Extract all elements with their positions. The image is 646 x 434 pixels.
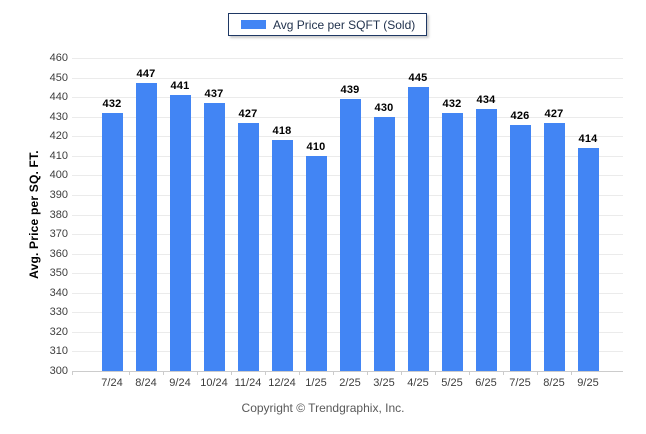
x-axis-tick [401, 371, 402, 375]
x-tick-label: 7/24 [101, 377, 123, 389]
bar-value-label: 441 [170, 80, 190, 92]
x-tick-label: 11/24 [234, 377, 262, 389]
y-tick-label: 400 [49, 169, 68, 181]
y-tick-label: 340 [49, 287, 68, 299]
bar-value-label: 427 [238, 108, 258, 120]
y-tick-label: 410 [49, 150, 68, 162]
legend-series-label: Avg Price per SQFT (Sold) [273, 17, 416, 32]
bar-9/25[interactable] [578, 148, 599, 371]
bar-3/25[interactable] [374, 117, 395, 371]
bar-value-label: 432 [102, 98, 122, 110]
bar-6/25[interactable] [476, 109, 497, 371]
x-tick-label: 1/25 [305, 377, 327, 389]
bar-7/25[interactable] [510, 125, 531, 371]
x-tick-label: 7/25 [509, 377, 531, 389]
y-tick-label: 390 [49, 189, 68, 201]
x-axis-tick [503, 371, 504, 375]
x-axis-tick [333, 371, 334, 375]
bar-value-label: 414 [578, 133, 598, 145]
bar-8/24[interactable] [136, 83, 157, 371]
x-axis-tick [299, 371, 300, 375]
y-tick-label: 460 [49, 52, 68, 64]
y-tick-label: 300 [49, 365, 68, 377]
y-tick-label: 440 [49, 91, 68, 103]
x-axis-tick [197, 371, 198, 375]
y-gridline [72, 78, 623, 79]
y-gridline [72, 58, 623, 59]
bar-4/25[interactable] [408, 87, 429, 371]
x-axis-tick [265, 371, 266, 375]
bar-value-label: 447 [136, 68, 156, 80]
y-tick-label: 430 [49, 111, 68, 123]
x-tick-label: 10/24 [200, 377, 228, 389]
bar-value-label: 427 [544, 108, 564, 120]
x-axis-tick [129, 371, 130, 375]
bar-value-label: 410 [306, 141, 326, 153]
legend: Avg Price per SQFT (Sold) [228, 13, 428, 36]
y-tick-label: 380 [49, 209, 68, 221]
y-axis-title: Avg. Price per SQ. FT. [27, 150, 41, 279]
x-axis-tick [367, 371, 368, 375]
x-tick-label: 8/25 [543, 377, 565, 389]
bar-value-label: 434 [476, 94, 496, 106]
x-tick-label: 4/25 [407, 377, 429, 389]
x-axis-tick [435, 371, 436, 375]
x-axis-tick [231, 371, 232, 375]
x-tick-label: 6/25 [475, 377, 497, 389]
x-axis-tick [72, 371, 73, 375]
bar-5/25[interactable] [442, 113, 463, 371]
bar-value-label: 437 [204, 88, 224, 100]
y-tick-label: 350 [49, 267, 68, 279]
y-tick-label: 330 [49, 306, 68, 318]
bar-value-label: 439 [340, 84, 360, 96]
bar-value-label: 430 [374, 102, 394, 114]
bar-2/25[interactable] [340, 99, 361, 371]
bar-9/24[interactable] [170, 95, 191, 371]
y-tick-label: 450 [49, 72, 68, 84]
y-gridline [72, 97, 623, 98]
x-tick-label: 12/24 [268, 377, 296, 389]
x-axis-line [72, 371, 623, 372]
y-tick-label: 370 [49, 228, 68, 240]
bar-11/24[interactable] [238, 123, 259, 371]
bar-8/25[interactable] [544, 123, 565, 371]
x-tick-label: 3/25 [373, 377, 395, 389]
x-axis-tick [571, 371, 572, 375]
bar-10/24[interactable] [204, 103, 225, 371]
copyright-text: Copyright © Trendgraphix, Inc. [241, 401, 405, 415]
x-tick-label: 9/24 [169, 377, 191, 389]
y-tick-label: 310 [49, 345, 68, 357]
x-axis-tick [537, 371, 538, 375]
x-axis-tick [469, 371, 470, 375]
bar-1/25[interactable] [306, 156, 327, 371]
bar-value-label: 418 [272, 125, 292, 137]
bar-value-label: 426 [510, 110, 530, 122]
bar-12/24[interactable] [272, 140, 293, 371]
bar-value-label: 445 [408, 72, 428, 84]
y-tick-label: 420 [49, 130, 68, 142]
x-tick-label: 5/25 [441, 377, 463, 389]
legend-color-swatch [241, 20, 266, 29]
x-axis-tick [163, 371, 164, 375]
x-tick-label: 9/25 [577, 377, 599, 389]
y-tick-label: 320 [49, 326, 68, 338]
x-tick-label: 8/24 [135, 377, 157, 389]
x-tick-label: 2/25 [339, 377, 361, 389]
bar-value-label: 432 [442, 98, 462, 110]
bar-7/24[interactable] [102, 113, 123, 371]
y-tick-label: 360 [49, 248, 68, 260]
